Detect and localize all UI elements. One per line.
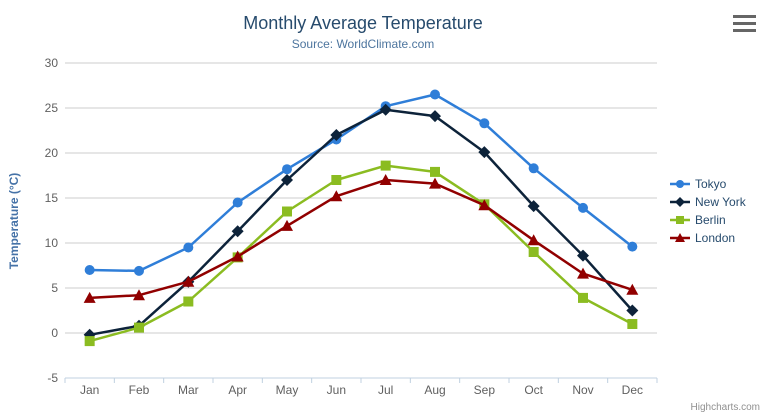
svg-text:Mar: Mar [178,383,199,397]
circle-legend-icon [670,179,690,188]
legend-label: Tokyo [695,176,727,191]
marker-new-york[interactable] [527,200,540,213]
svg-text:Aug: Aug [424,383,445,397]
hamburger-icon[interactable] [733,15,756,32]
legend-label: New York [695,194,746,209]
svg-text:Jul: Jul [378,383,393,397]
series-london[interactable] [83,174,639,303]
svg-text:0: 0 [51,326,58,340]
marker-berlin[interactable] [331,175,342,185]
marker-tokyo[interactable] [183,242,194,253]
svg-text:Nov: Nov [572,383,593,397]
marker-berlin[interactable] [183,296,194,307]
marker-london[interactable] [527,234,540,246]
chart-subtitle: Source: WorldClimate.com [291,37,435,51]
square-legend-icon [670,215,690,224]
legend-item-london[interactable]: London [670,230,746,245]
svg-text:20: 20 [45,146,59,160]
marker-new-york[interactable] [281,174,293,186]
marker-new-york[interactable] [478,146,491,159]
marker-berlin[interactable] [134,322,144,333]
legend-item-tokyo[interactable]: Tokyo [670,176,746,191]
chart-title: Monthly Average Temperature [243,13,483,33]
marker-london[interactable] [429,177,441,189]
marker-new-york[interactable] [626,304,639,317]
marker-london[interactable] [182,275,195,287]
svg-text:May: May [276,383,299,397]
svg-text:Oct: Oct [524,383,543,397]
svg-text:5: 5 [51,281,58,295]
marker-new-york[interactable] [429,110,441,123]
hamburger-bar [733,21,756,26]
marker-berlin[interactable] [282,206,292,217]
marker-london[interactable] [133,289,145,301]
diamond-legend-icon [670,196,690,207]
marker-london[interactable] [330,190,343,202]
svg-text:30: 30 [45,56,59,70]
marker-berlin[interactable] [380,160,391,171]
marker-new-york[interactable] [330,129,343,141]
svg-text:-5: -5 [47,371,58,385]
y-axis-tick-labels: -5 0 5 10 15 20 25 30 [45,56,59,385]
marker-tokyo[interactable] [430,89,440,100]
gridlines [65,62,657,379]
marker-berlin[interactable] [627,319,638,329]
series-line-tokyo [89,93,634,273]
marker-berlin[interactable] [430,166,440,177]
triangle-legend-icon [670,232,690,242]
svg-text:10: 10 [45,236,59,250]
svg-text:Apr: Apr [228,383,247,397]
marker-new-york[interactable] [231,225,244,238]
marker-tokyo[interactable] [84,265,95,275]
marker-london[interactable] [379,174,392,185]
legend-label: London [695,230,736,245]
svg-text:Feb: Feb [129,383,150,397]
marker-london[interactable] [83,291,96,303]
series-group [83,89,639,347]
marker-tokyo[interactable] [232,197,243,208]
chart-legend: Tokyo New York Berlin London [670,176,746,245]
x-axis-tick-labels: Jan Feb Mar Apr May Jun Jul Aug Sep Oct Nov Dec [80,383,643,397]
marker-london[interactable] [626,283,639,295]
marker-new-york[interactable] [379,103,392,116]
svg-text:15: 15 [45,191,59,205]
marker-tokyo[interactable] [479,118,490,129]
svg-text:Dec: Dec [622,383,643,397]
marker-london[interactable] [478,199,491,211]
marker-berlin[interactable] [578,292,588,303]
marker-berlin[interactable] [84,336,95,347]
svg-text:25: 25 [45,101,59,115]
series-tokyo[interactable] [84,89,638,276]
marker-berlin[interactable] [528,247,539,257]
series-line-new-york [89,108,634,337]
highcharts-credits[interactable]: Highcharts.com [690,402,760,413]
svg-text:Sep: Sep [474,383,496,397]
marker-tokyo[interactable] [528,163,539,174]
svg-text:Jan: Jan [80,383,99,397]
series-line-london [89,178,633,300]
marker-new-york[interactable] [577,249,589,262]
hamburger-bar [733,28,756,32]
marker-london[interactable] [281,219,293,231]
svg-text:Jun: Jun [327,383,346,397]
series-new-york[interactable] [83,103,639,341]
marker-tokyo[interactable] [282,164,292,175]
legend-item-berlin[interactable]: Berlin [670,212,746,227]
hamburger-bar [733,15,756,19]
marker-tokyo[interactable] [627,241,638,252]
marker-tokyo[interactable] [134,265,144,276]
marker-london[interactable] [577,267,589,279]
legend-label: Berlin [695,212,726,227]
marker-tokyo[interactable] [578,202,588,213]
legend-item-new-york[interactable]: New York [670,194,746,209]
y-axis-title: Temperature (°C) [7,173,21,270]
series-line-berlin [89,164,633,343]
x-axis-line [64,377,658,383]
marker-london[interactable] [231,250,244,262]
